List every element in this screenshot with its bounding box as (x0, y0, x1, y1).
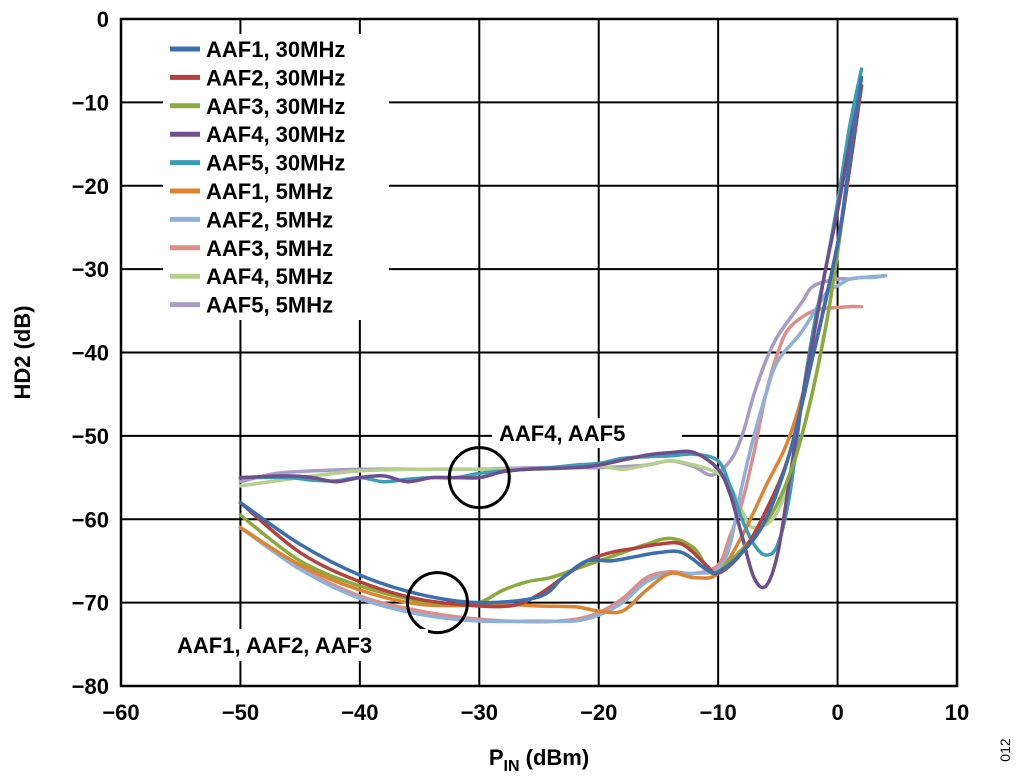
legend-label: AAF5, 5MHz (206, 293, 333, 318)
y-axis-title: HD2 (dB) (10, 305, 35, 399)
legend-label: AAF2, 30MHz (206, 65, 345, 90)
annotation-circle (405, 571, 469, 635)
y-tick-label: −30 (72, 257, 109, 282)
y-tick-label: −50 (72, 424, 109, 449)
legend-label: AAF2, 5MHz (206, 207, 333, 232)
x-tick-labels: −60 −50 −40 −30 −20 −10 0 10 (102, 700, 969, 725)
x-tick-label: 10 (945, 700, 969, 725)
y-tick-label: −40 (72, 341, 109, 366)
x-tick-label: −40 (341, 700, 378, 725)
x-tick-label: −60 (102, 700, 139, 725)
annotation-label-bg (172, 629, 428, 661)
y-tick-label: −20 (72, 174, 109, 199)
legend: AAF1, 30MHz AAF2, 30MHz AAF3, 30MHz AAF4, 3… (163, 34, 389, 320)
y-tick-label: −10 (72, 90, 109, 115)
annotation-label: AAF4, AAF5 (499, 421, 625, 446)
legend-label: AAF4, 5MHz (206, 264, 333, 289)
annotation-layer: AAF4, AAF5 AAF1, AAF2, AAF3 (172, 418, 682, 661)
x-axis-title-unit: (dBm) (520, 745, 590, 770)
y-tick-labels: 0 −10 −20 −30 −40 −50 −60 −70 −80 (72, 7, 109, 699)
x-axis-title-subscript: IN (504, 758, 520, 775)
legend-label: AAF4, 30MHz (206, 122, 345, 147)
annotation-label-bg (492, 418, 682, 448)
figure-id: 012 (997, 738, 1013, 762)
legend-label: AAF1, 5MHz (206, 179, 333, 204)
series-line-aaf2-5mhz (238, 274, 888, 624)
y-tick-label: −70 (72, 591, 109, 616)
x-axis-title: PIN (dBm) (489, 745, 589, 775)
annotation-label: AAF1, AAF2, AAF3 (177, 633, 372, 658)
x-tick-label: −50 (222, 700, 259, 725)
x-tick-label: −10 (699, 700, 736, 725)
x-tick-label: −30 (461, 700, 498, 725)
x-tick-label: −20 (580, 700, 617, 725)
legend-label: AAF3, 5MHz (206, 236, 333, 261)
y-tick-label: −80 (72, 674, 109, 699)
legend-label: AAF1, 30MHz (206, 37, 345, 62)
annotation-circle (447, 446, 511, 510)
legend-label: AAF3, 30MHz (206, 94, 345, 119)
y-tick-label: 0 (97, 7, 109, 32)
series-line-aaf1-30mhz (238, 75, 864, 605)
plot-frame (119, 17, 959, 688)
x-tick-label: 0 (831, 700, 843, 725)
x-axis-title-main: P (489, 745, 504, 770)
legend-label: AAF5, 30MHz (206, 151, 345, 176)
legend-background (163, 34, 389, 320)
y-tick-label: −60 (72, 507, 109, 532)
